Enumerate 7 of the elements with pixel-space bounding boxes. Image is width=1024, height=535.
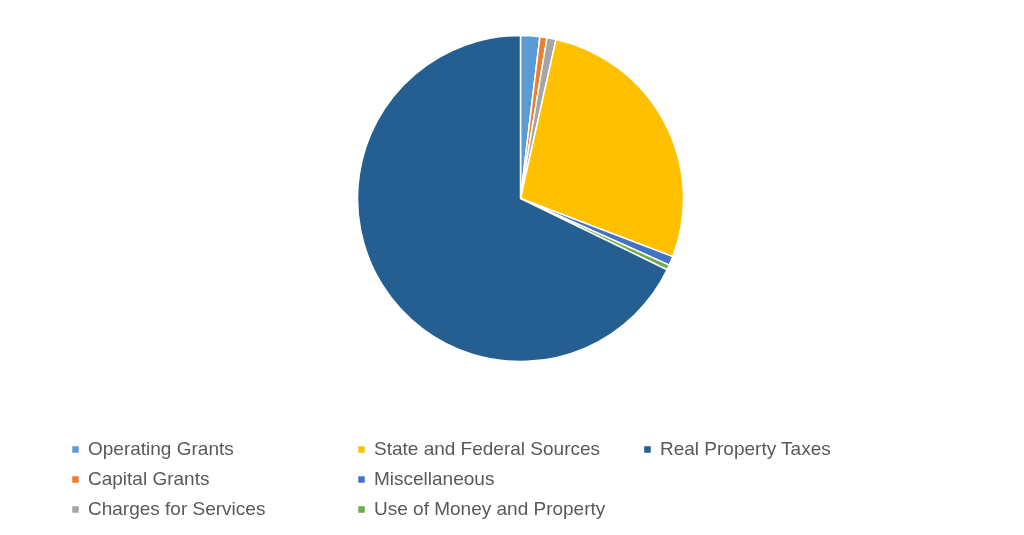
- legend-label: State and Federal Sources: [374, 438, 602, 460]
- legend-label: Capital Grants: [88, 468, 211, 490]
- legend-label: Operating Grants: [88, 438, 235, 460]
- legend-label: Use of Money and Property: [374, 498, 607, 520]
- legend-label: Charges for Services: [88, 498, 267, 520]
- legend-label: Real Property Taxes: [660, 438, 832, 460]
- legend-label: Miscellaneous: [374, 468, 496, 490]
